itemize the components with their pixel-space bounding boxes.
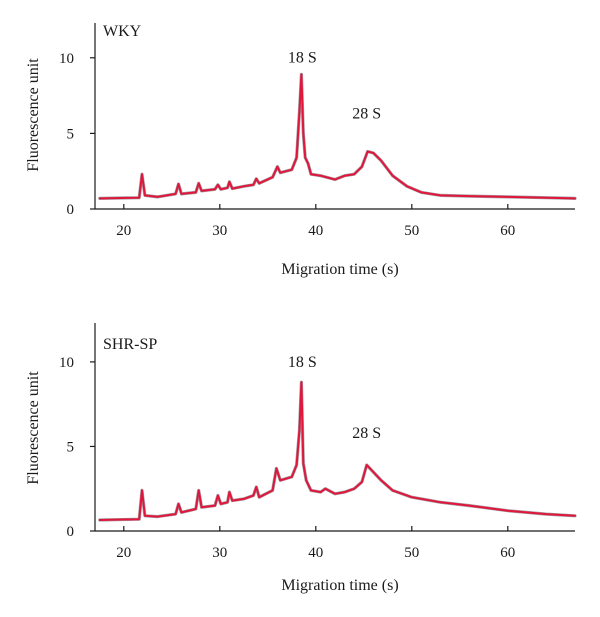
x-tick-label: 40 [308,223,323,239]
y-axis-label: Fluorescence unit [25,371,42,485]
y-tick-label: 10 [59,51,74,67]
trace-group [98,380,577,522]
tick-group: 20 30 40 50 60 0 5 10 [59,355,515,561]
peak-label: 28 S [352,425,381,442]
y-tick-label: 0 [67,202,75,218]
x-tick-label: 60 [500,223,515,239]
peak-annotations: 18 S 28 S [288,354,381,442]
panel-label: SHR-SP [103,336,157,353]
x-tick-label: 50 [404,545,419,561]
trace-group [98,72,577,200]
x-tick-label: 40 [308,545,323,561]
peak-label: 18 S [288,49,317,66]
x-tick-label: 30 [212,223,227,239]
peak-label: 28 S [352,105,381,122]
y-tick-label: 10 [59,355,74,371]
x-tick-label: 30 [212,545,227,561]
panel-shr-sp: SHR-SP Fluorescence unit Migration time … [25,323,577,594]
peak-annotations: 18 S 28 S [288,49,381,122]
x-tick-label: 50 [404,223,419,239]
tick-group: 20 30 40 50 60 0 5 10 [59,51,515,239]
y-axis-label: Fluorescence unit [25,58,42,172]
panel-wky: WKY Fluorescence unit Migration time (s)… [25,23,577,278]
y-tick-label: 5 [67,126,75,142]
y-tick-label: 5 [67,439,75,455]
peak-label: 18 S [288,354,317,371]
trace-line [98,73,576,200]
x-tick-label: 20 [116,223,131,239]
x-axis-label: Migration time (s) [281,577,398,594]
x-tick-label: 60 [500,545,515,561]
trace-shadow-line [98,72,577,200]
trace-line [98,381,576,521]
y-tick-label: 0 [67,524,75,540]
x-axis-label: Migration time (s) [281,261,398,278]
x-tick-label: 20 [116,545,131,561]
trace-shadow-line [98,380,577,522]
panel-label: WKY [103,23,142,40]
